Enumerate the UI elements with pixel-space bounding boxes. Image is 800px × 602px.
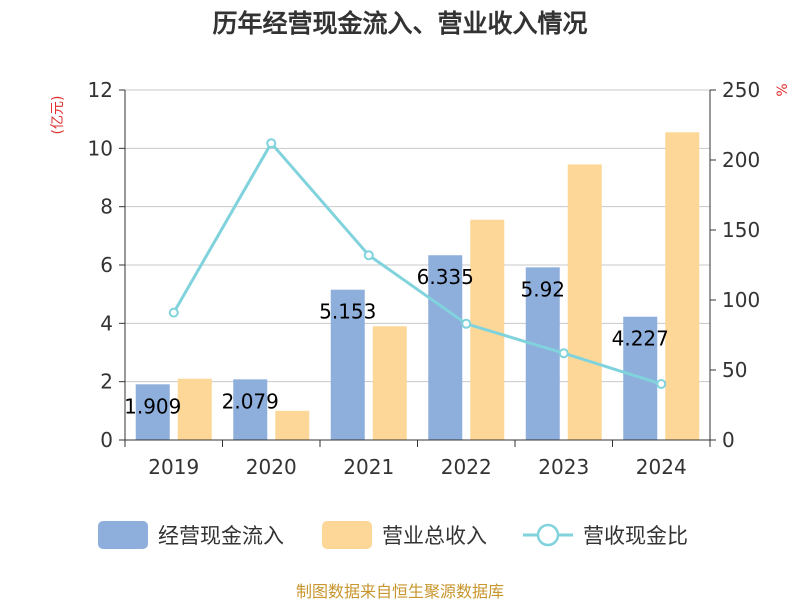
bar-cash-inflow	[135, 384, 170, 440]
right-tick-label: 50	[722, 358, 747, 382]
source-note: 制图数据来自恒生聚源数据库	[295, 582, 504, 601]
grid-lines	[125, 89, 710, 383]
right-tick-label: 100	[722, 288, 760, 312]
ratio-point	[266, 138, 277, 149]
ratio-line-path	[172, 140, 662, 386]
left-tick-label: 0	[100, 428, 113, 452]
bar-revenue	[567, 164, 602, 440]
bar-cash-inflow	[428, 255, 463, 440]
bar-cash-inflow	[233, 379, 268, 440]
x-tick-label: 2020	[246, 455, 297, 479]
legend-marker-ratio	[536, 523, 560, 547]
bar-cash-inflow	[330, 289, 365, 440]
ratio-point	[461, 318, 472, 329]
data-label: 4.227	[612, 327, 669, 351]
left-axis-unit: (亿元)	[50, 96, 66, 135]
right-tick-label: 0	[722, 428, 735, 452]
x-tick-label: 2023	[538, 455, 589, 479]
bar-revenue	[372, 326, 407, 440]
left-tick-label: 4	[100, 311, 113, 335]
x-tick-label: 2021	[343, 455, 394, 479]
ratio-point	[168, 307, 179, 318]
data-label: 6.335	[417, 265, 474, 289]
chart-title: 历年经营现金流入、营业收入情况	[212, 9, 588, 38]
ratio-point	[363, 250, 374, 261]
ratio-line	[168, 138, 667, 389]
bars	[135, 132, 700, 440]
legend-swatch-cash-inflow	[98, 521, 148, 549]
legend-swatch-revenue	[322, 521, 372, 549]
x-tick-label: 2022	[441, 455, 492, 479]
ratio-point	[656, 379, 667, 389]
legend: 经营现金流入 营业总收入 营收现金比	[98, 521, 688, 549]
right-tick-label: 200	[722, 148, 760, 172]
data-label: 5.92	[520, 277, 565, 301]
x-tick-label: 2024	[636, 455, 687, 479]
left-tick-label: 2	[100, 370, 113, 394]
right-axis-unit: %	[775, 83, 791, 96]
bar-revenue	[177, 378, 212, 440]
ratio-point	[558, 348, 569, 359]
data-label: 5.153	[319, 300, 376, 324]
left-tick-label: 12	[88, 78, 113, 102]
left-tick-label: 10	[88, 136, 113, 160]
bar-cash-inflow	[525, 267, 560, 440]
data-labels: 1.909 2.079 5.153 6.335 5.92 4.227	[124, 265, 669, 418]
left-tick-label: 6	[100, 253, 113, 277]
axes: 0 2 4 6 8 10 12 0 50 100 150 200 250 2019 2020 2021 2022…	[50, 78, 791, 479]
legend-label: 营业总收入	[382, 524, 487, 548]
x-tick-label: 2019	[148, 455, 199, 479]
legend-label: 营收现金比	[583, 524, 688, 548]
data-label: 1.909	[124, 394, 181, 418]
data-label: 2.079	[222, 389, 279, 413]
bar-revenue	[665, 132, 700, 440]
right-tick-label: 150	[722, 218, 760, 242]
right-tick-label: 250	[722, 78, 760, 102]
left-tick-label: 8	[100, 195, 113, 219]
legend-label: 经营现金流入	[158, 524, 284, 548]
bar-revenue	[275, 410, 310, 440]
